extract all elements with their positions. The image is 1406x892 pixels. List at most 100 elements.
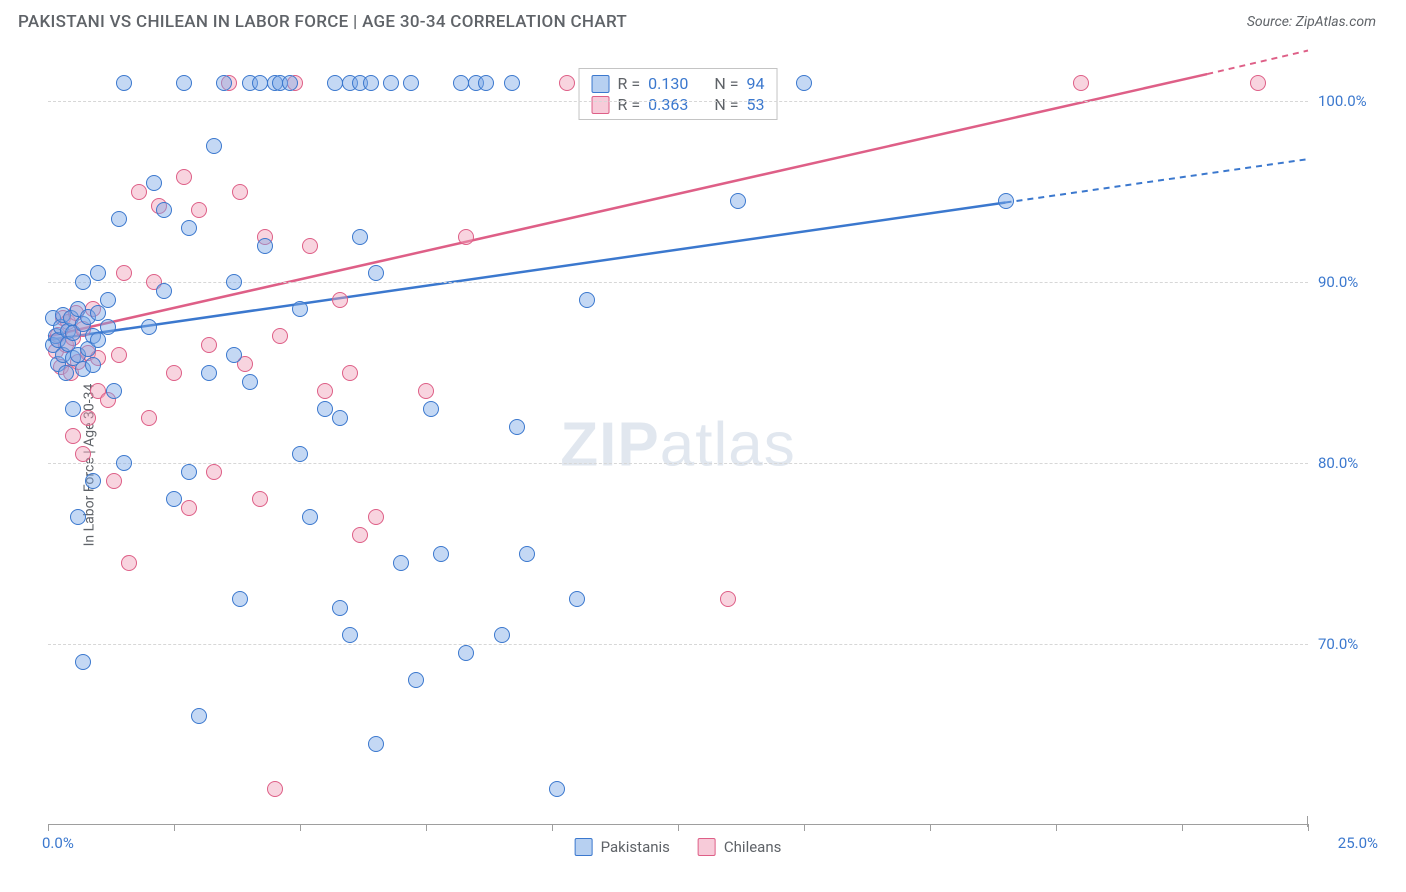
scatter-point-series1 xyxy=(730,193,746,209)
y-tick-label: 80.0% xyxy=(1318,454,1378,472)
x-tick xyxy=(678,824,679,831)
legend-swatch-icon xyxy=(575,838,593,856)
x-tick xyxy=(48,824,49,831)
scatter-point-series1 xyxy=(509,419,525,435)
scatter-point-series2 xyxy=(332,292,348,308)
scatter-point-series1 xyxy=(106,383,122,399)
chart-title: PAKISTANI VS CHILEAN IN LABOR FORCE | AG… xyxy=(18,12,627,32)
scatter-point-series2 xyxy=(75,446,91,462)
scatter-point-series1 xyxy=(146,175,162,191)
scatter-point-series1 xyxy=(85,473,101,489)
scatter-point-series2 xyxy=(116,265,132,281)
scatter-point-series2 xyxy=(141,410,157,426)
scatter-point-series1 xyxy=(368,736,384,752)
scatter-point-series1 xyxy=(216,75,232,91)
r-value-series2: 0.363 xyxy=(648,95,688,114)
plot-area: ZIPatlas R = 0.130 N = 94 R = 0.363 N = … xyxy=(48,65,1308,825)
scatter-point-series2 xyxy=(352,527,368,543)
scatter-point-series2 xyxy=(111,347,127,363)
x-tick xyxy=(930,824,931,831)
scatter-point-series2 xyxy=(317,383,333,399)
scatter-point-series2 xyxy=(267,781,283,797)
y-tick-label: 70.0% xyxy=(1318,635,1378,653)
legend-row-series1: R = 0.130 N = 94 xyxy=(592,73,765,94)
scatter-point-series1 xyxy=(181,220,197,236)
scatter-point-series2 xyxy=(252,491,268,507)
x-tick xyxy=(300,824,301,831)
scatter-point-series1 xyxy=(65,401,81,417)
scatter-point-series1 xyxy=(156,283,172,299)
scatter-point-series1 xyxy=(302,509,318,525)
scatter-point-series1 xyxy=(257,238,273,254)
scatter-point-series1 xyxy=(569,591,585,607)
scatter-point-series1 xyxy=(408,672,424,688)
x-tick xyxy=(1182,824,1183,831)
scatter-point-series1 xyxy=(181,464,197,480)
scatter-point-series2 xyxy=(131,184,147,200)
scatter-point-series2 xyxy=(176,169,192,185)
gridline xyxy=(48,101,1308,102)
scatter-point-series1 xyxy=(292,301,308,317)
scatter-point-series2 xyxy=(166,365,182,381)
scatter-point-series1 xyxy=(433,546,449,562)
x-max-label: 25.0% xyxy=(1338,834,1378,852)
scatter-point-series2 xyxy=(206,464,222,480)
r-value-series1: 0.130 xyxy=(648,74,688,93)
scatter-point-series2 xyxy=(342,365,358,381)
scatter-point-series1 xyxy=(453,75,469,91)
scatter-point-series1 xyxy=(226,274,242,290)
scatter-point-series1 xyxy=(363,75,379,91)
scatter-point-series2 xyxy=(232,184,248,200)
scatter-point-series1 xyxy=(519,546,535,562)
x-tick xyxy=(552,824,553,831)
scatter-point-series2 xyxy=(272,328,288,344)
legend-item-series1: Pakistanis xyxy=(575,838,670,856)
scatter-point-series2 xyxy=(1250,75,1266,91)
scatter-point-series1 xyxy=(141,319,157,335)
scatter-point-series1 xyxy=(75,274,91,290)
scatter-point-series1 xyxy=(70,509,86,525)
x-tick xyxy=(1056,824,1057,831)
scatter-point-series1 xyxy=(116,455,132,471)
scatter-point-series1 xyxy=(191,708,207,724)
scatter-point-series2 xyxy=(1073,75,1089,91)
trendline-series1-extrapolated xyxy=(1006,159,1308,202)
scatter-point-series1 xyxy=(549,781,565,797)
trendline-series2-extrapolated xyxy=(1207,51,1308,75)
x-tick xyxy=(426,824,427,831)
x-tick xyxy=(804,824,805,831)
scatter-point-series1 xyxy=(85,357,101,373)
scatter-point-series1 xyxy=(368,265,384,281)
legend-row-series2: R = 0.363 N = 53 xyxy=(592,94,765,115)
scatter-point-series1 xyxy=(383,75,399,91)
scatter-point-series1 xyxy=(111,211,127,227)
scatter-point-series2 xyxy=(65,428,81,444)
scatter-point-series1 xyxy=(403,75,419,91)
scatter-point-series1 xyxy=(282,75,298,91)
scatter-point-series1 xyxy=(332,410,348,426)
scatter-point-series1 xyxy=(998,193,1014,209)
scatter-point-series2 xyxy=(720,591,736,607)
scatter-point-series1 xyxy=(201,365,217,381)
scatter-point-series1 xyxy=(100,319,116,335)
scatter-point-series2 xyxy=(191,202,207,218)
x-min-label: 0.0% xyxy=(42,834,74,852)
scatter-point-series1 xyxy=(423,401,439,417)
scatter-point-series1 xyxy=(116,75,132,91)
series-legend: Pakistanis Chileans xyxy=(575,838,782,856)
n-value-series1: 94 xyxy=(746,74,764,93)
chart-container: In Labor Force | Age 30-34 ZIPatlas R = … xyxy=(18,50,1388,880)
scatter-point-series1 xyxy=(100,292,116,308)
y-tick-label: 90.0% xyxy=(1318,273,1378,291)
scatter-point-series2 xyxy=(181,500,197,516)
scatter-point-series1 xyxy=(206,138,222,154)
scatter-point-series1 xyxy=(75,654,91,670)
scatter-point-series1 xyxy=(58,365,74,381)
scatter-point-series1 xyxy=(352,229,368,245)
n-value-series2: 53 xyxy=(746,95,764,114)
scatter-point-series1 xyxy=(90,265,106,281)
scatter-point-series1 xyxy=(226,347,242,363)
x-tick xyxy=(174,824,175,831)
scatter-point-series1 xyxy=(166,491,182,507)
gridline xyxy=(48,463,1308,464)
